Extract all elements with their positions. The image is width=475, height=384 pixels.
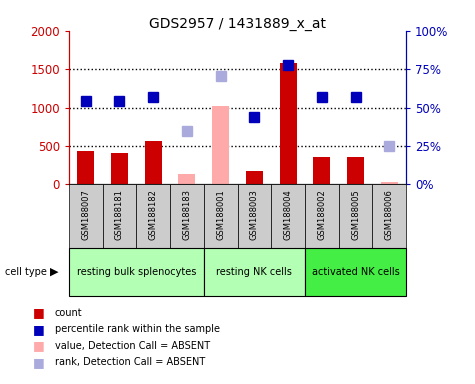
- Text: rank, Detection Call = ABSENT: rank, Detection Call = ABSENT: [55, 358, 205, 367]
- Bar: [372, 184, 406, 248]
- Bar: [145, 141, 162, 184]
- Text: activated NK cells: activated NK cells: [312, 266, 399, 277]
- Bar: [381, 182, 398, 184]
- Text: ■: ■: [33, 306, 45, 319]
- Text: GSM188003: GSM188003: [250, 189, 259, 240]
- Bar: [111, 153, 128, 184]
- Bar: [305, 248, 406, 296]
- Text: cell type: cell type: [5, 266, 47, 277]
- Text: ▶: ▶: [50, 266, 59, 277]
- Bar: [103, 184, 136, 248]
- Bar: [280, 63, 296, 184]
- Bar: [339, 184, 372, 248]
- Bar: [314, 157, 330, 184]
- Text: GSM188183: GSM188183: [182, 189, 191, 240]
- Bar: [69, 184, 103, 248]
- Text: GDS2957 / 1431889_x_at: GDS2957 / 1431889_x_at: [149, 17, 326, 31]
- Text: GSM188001: GSM188001: [216, 189, 225, 240]
- Text: ■: ■: [33, 339, 45, 353]
- Text: GSM188182: GSM188182: [149, 189, 158, 240]
- Text: GSM188004: GSM188004: [284, 189, 293, 240]
- Text: ■: ■: [33, 356, 45, 369]
- Bar: [246, 171, 263, 184]
- Bar: [170, 184, 204, 248]
- Text: value, Detection Call = ABSENT: value, Detection Call = ABSENT: [55, 341, 210, 351]
- Bar: [179, 174, 195, 184]
- Text: GSM188007: GSM188007: [81, 189, 90, 240]
- Text: percentile rank within the sample: percentile rank within the sample: [55, 324, 219, 334]
- Text: ■: ■: [33, 323, 45, 336]
- Bar: [238, 184, 271, 248]
- Bar: [271, 184, 305, 248]
- Bar: [347, 157, 364, 184]
- Bar: [69, 248, 204, 296]
- Text: resting bulk splenocytes: resting bulk splenocytes: [76, 266, 196, 277]
- Text: GSM188181: GSM188181: [115, 189, 124, 240]
- Text: count: count: [55, 308, 82, 318]
- Bar: [212, 106, 229, 184]
- Bar: [136, 184, 170, 248]
- Text: GSM188006: GSM188006: [385, 189, 394, 240]
- Bar: [204, 248, 305, 296]
- Text: resting NK cells: resting NK cells: [217, 266, 292, 277]
- Bar: [305, 184, 339, 248]
- Bar: [204, 184, 238, 248]
- Bar: [77, 151, 94, 184]
- Text: GSM188002: GSM188002: [317, 189, 326, 240]
- Text: GSM188005: GSM188005: [351, 189, 360, 240]
